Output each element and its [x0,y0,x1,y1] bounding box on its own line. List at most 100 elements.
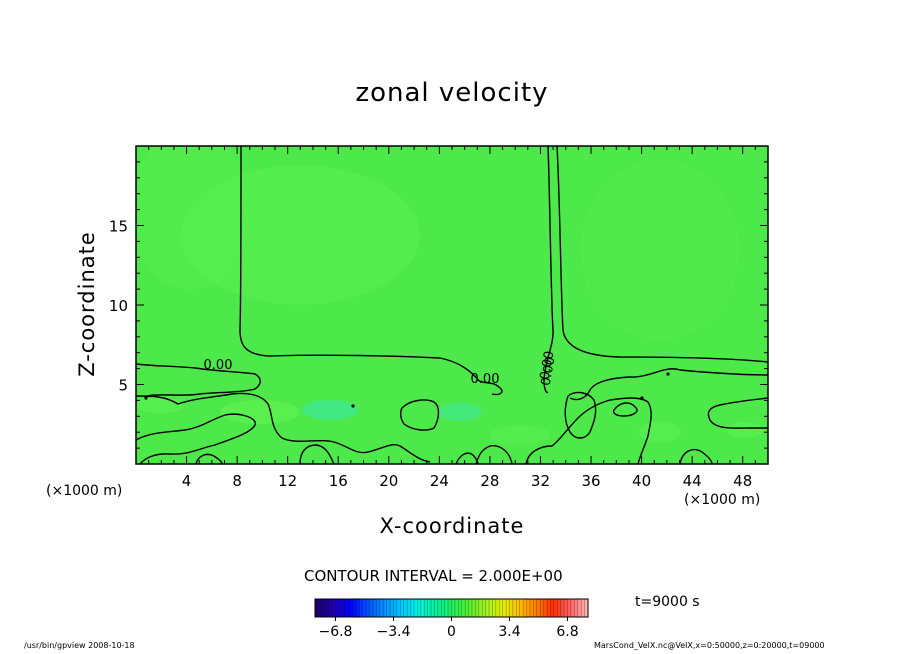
colorbar-tick-label: 0 [447,624,456,640]
colorbar-cell [413,599,418,617]
x-tick-label: 36 [581,472,600,490]
colorbar-cell [454,599,459,617]
x-tick-label: 32 [531,472,550,490]
contour-line [679,448,713,464]
colorbar-cell [400,599,405,617]
colorbar-cell [345,599,350,617]
colorbar-cell [352,599,357,617]
contour-line [399,399,440,431]
colorbar-cell [547,599,551,617]
footer-file-label: MarsCond_VelX.nc@VelX,x=0:50000,z=0:2000… [594,641,825,650]
contour-label: 0.00 [204,358,233,373]
field-patch [580,160,740,340]
colorbar-cell [529,599,534,617]
contour-line [299,444,335,464]
contour-line [239,146,503,396]
colorbar-cell [489,599,493,617]
colorbar-cell [495,599,500,617]
colorbar-cell [448,599,452,617]
colorbar-cell [516,599,521,617]
colorbar-cell [424,599,428,617]
contour-line [564,391,597,439]
colorbar-cell [564,599,568,617]
colorbar-cell [471,599,476,617]
x-tick-label: 40 [632,472,651,490]
contour-line [569,368,768,401]
colorbar-tick-label: 3.4 [498,624,520,640]
colorbar-tick-label: 6.8 [556,624,578,640]
contour-line [612,402,638,417]
colorbar-cell [540,599,544,617]
colorbar-cell [560,599,565,617]
colorbar-cell [393,599,398,617]
colorbar-cell [519,599,524,617]
colorbar-cell [325,599,329,617]
colorbar-cell [403,599,408,617]
colorbar-cell [355,599,360,617]
contour-interval-label: CONTOUR INTERVAL = 2.000E+00 [304,567,563,585]
colorbar-cell [373,599,377,617]
colorbar-cell [396,599,401,617]
x-tick-label: 12 [278,472,297,490]
contour-line [195,453,223,464]
colorbar-cell [318,599,323,617]
colorbar-cell [441,599,445,617]
colorbar-cell [328,599,333,617]
field-patch [220,400,300,424]
colorbar-cell [574,599,579,617]
colorbar-cell [369,599,374,617]
colorbar-cell [434,599,439,617]
x-tick-label: 44 [683,472,702,490]
colorbar-cell [349,599,353,617]
field-patch [180,165,420,305]
x-axis-label: X-coordinate [379,514,525,538]
colorbar-cell [492,599,497,617]
field-patch [638,422,682,442]
contour-dot [351,404,355,408]
field-patch [136,146,250,290]
colorbar-cell [581,599,585,617]
field-shading [136,146,768,464]
x-unit-right-label: (×1000 m) [684,492,761,508]
colorbar-cell [362,599,367,617]
field-patch [490,425,550,445]
y-tick-label: 15 [109,218,128,236]
colorbar-cell [533,599,538,617]
colorbar-cell [427,599,432,617]
colorbar-cell [407,599,411,617]
contour-dot [640,396,644,400]
contour-dot [144,396,148,400]
time-label: t=9000 s [635,594,700,610]
x-tick-label: 28 [480,472,499,490]
x-tick-label: 16 [329,472,348,490]
contour-label: 0.00 [538,350,558,381]
colorbar-cell [468,599,473,617]
colorbar-cell [577,599,582,617]
contour-label: 0.00 [539,356,559,387]
colorbar-cell [523,599,527,617]
colorbar-cell [482,599,486,617]
colorbar-cell [420,599,425,617]
contour-dot [666,372,670,376]
colorbar-cell [550,599,555,617]
contour-line [556,146,768,363]
contour-line [543,146,554,394]
field-patch [438,403,482,421]
colorbar-cell [567,599,572,617]
colorbar-cell [332,599,336,617]
footer-command-label: /usr/bin/gpview 2008-10-18 [24,641,135,650]
colorbar-tick-label: −3.4 [376,624,410,640]
colorbar-cell [475,599,480,617]
colorbar-cell [557,599,561,617]
chart-title: zonal velocity [355,78,549,108]
colorbar: −6.8 −3.4 0 3.4 6.8 [314,598,589,640]
y-tick-label: 5 [118,377,128,395]
colorbar-cell [383,599,387,617]
colorbar-cell [506,599,510,617]
colorbar-cell [509,599,514,617]
x-tick-label: 4 [182,472,192,490]
x-tick-label: 48 [733,472,752,490]
colorbar-cell [390,599,394,617]
contour-line [475,445,513,464]
colorbar-cell [478,599,483,617]
